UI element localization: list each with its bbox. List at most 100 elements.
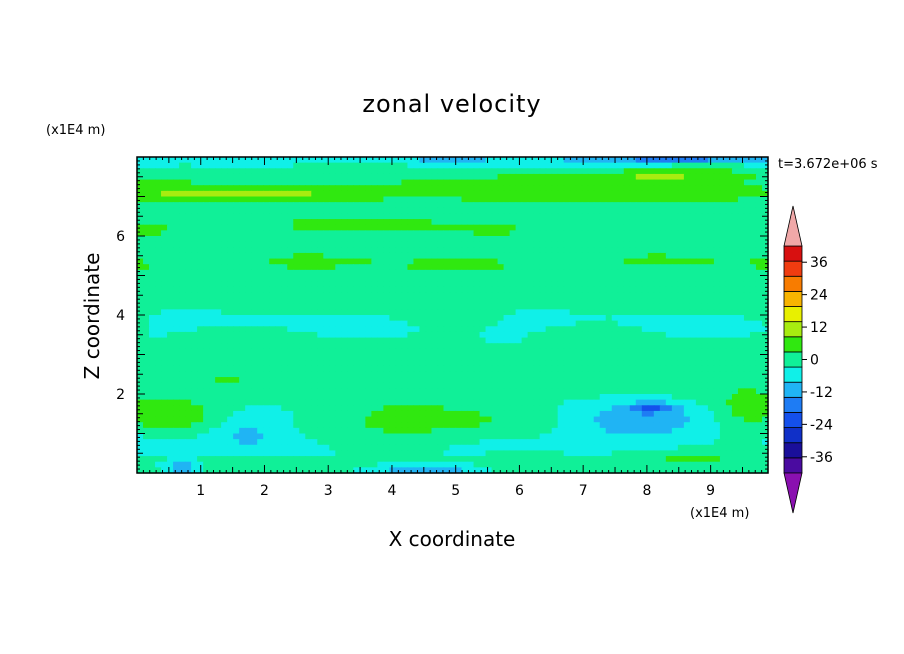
heatmap-cell — [449, 292, 457, 299]
heatmap-cell — [623, 303, 631, 310]
heatmap-cell — [485, 298, 493, 305]
heatmap-cell — [137, 416, 144, 423]
heatmap-cell — [683, 286, 691, 294]
heatmap-cell — [449, 179, 457, 186]
heatmap-cell — [149, 388, 156, 395]
heatmap-cell — [173, 230, 180, 237]
heatmap-cell — [611, 388, 619, 395]
heatmap-cell — [743, 309, 751, 316]
heatmap-cell — [449, 185, 457, 192]
heatmap-cell — [293, 275, 300, 282]
heatmap-cell — [563, 168, 571, 175]
heatmap-cell — [263, 230, 270, 237]
heatmap-cell — [365, 258, 372, 265]
heatmap-cell — [143, 157, 150, 164]
heatmap-cell — [719, 247, 727, 254]
heatmap-cell — [683, 275, 691, 282]
heatmap-cell — [329, 315, 336, 322]
heatmap-cell — [509, 303, 517, 310]
heatmap-cell — [581, 190, 589, 198]
heatmap-cell — [227, 281, 234, 288]
heatmap-cell — [533, 394, 541, 401]
heatmap-cell — [539, 298, 547, 305]
heatmap-cell — [521, 303, 529, 310]
heatmap-cell — [383, 281, 390, 288]
heatmap-cell — [401, 298, 409, 305]
heatmap-cell — [617, 162, 625, 169]
heatmap-cell — [137, 179, 144, 186]
heatmap-cell — [419, 422, 427, 429]
heatmap-cell — [149, 207, 156, 215]
heatmap-cell — [287, 405, 294, 412]
heatmap-cell — [347, 315, 354, 322]
heatmap-cell — [203, 207, 210, 215]
heatmap-cell — [299, 382, 306, 389]
heatmap-cell — [137, 247, 144, 254]
heatmap-cell — [239, 348, 246, 356]
heatmap-cell — [401, 230, 409, 237]
heatmap-cell — [455, 320, 463, 327]
heatmap-cell — [263, 275, 270, 282]
heatmap-cell — [677, 394, 685, 401]
heatmap-cell — [233, 382, 240, 389]
heatmap-cell — [737, 331, 745, 339]
heatmap-cell — [707, 292, 715, 299]
heatmap-cell — [629, 371, 637, 378]
heatmap-cell — [227, 292, 234, 299]
heatmap-cell — [425, 331, 433, 339]
heatmap-cell — [701, 247, 709, 254]
heatmap-cell — [743, 236, 751, 243]
heatmap-cell — [269, 173, 276, 181]
heatmap-cell — [137, 298, 144, 305]
heatmap-cell — [263, 264, 270, 271]
heatmap-cell — [449, 326, 457, 333]
heatmap-cell — [227, 416, 234, 423]
heatmap-cell — [143, 269, 150, 277]
heatmap-cell — [377, 320, 384, 327]
heatmap-cell — [683, 247, 691, 254]
heatmap-cell — [173, 388, 180, 395]
heatmap-cell — [173, 190, 180, 198]
heatmap-cell — [701, 219, 709, 226]
heatmap-cell — [191, 241, 198, 248]
heatmap-cell — [731, 247, 739, 254]
heatmap-cell — [551, 365, 559, 373]
heatmap-cell — [491, 224, 499, 231]
heatmap-cell — [377, 179, 384, 186]
heatmap-cell — [221, 399, 228, 406]
heatmap-cell — [197, 292, 204, 299]
heatmap-cell — [737, 326, 745, 333]
heatmap-cell — [167, 348, 174, 356]
heatmap-cell — [461, 326, 469, 333]
heatmap-cell — [527, 264, 535, 271]
heatmap-cell — [197, 377, 204, 384]
heatmap-cell — [707, 348, 715, 356]
heatmap-cell — [257, 252, 264, 260]
heatmap-cell — [233, 196, 240, 203]
heatmap-cell — [449, 281, 457, 288]
heatmap-cell — [365, 309, 372, 316]
heatmap-cell — [707, 365, 715, 373]
heatmap-cell — [137, 236, 144, 243]
heatmap-cell — [419, 286, 427, 294]
heatmap-cell — [671, 365, 679, 373]
heatmap-cell — [263, 377, 270, 384]
heatmap-cell — [431, 264, 439, 271]
heatmap-cell — [203, 298, 210, 305]
heatmap-cell — [545, 371, 553, 378]
heatmap-cell — [575, 371, 583, 378]
heatmap-cell — [401, 337, 409, 344]
heatmap-cell — [671, 230, 679, 237]
heatmap-cell — [233, 377, 240, 384]
heatmap-cell — [647, 371, 655, 378]
heatmap-cell — [695, 269, 703, 277]
heatmap-cell — [167, 281, 174, 288]
heatmap-cell — [275, 394, 282, 401]
heatmap-cell — [689, 230, 697, 237]
heatmap-cell — [317, 326, 324, 333]
heatmap-cell — [689, 236, 697, 243]
heatmap-cell — [161, 382, 168, 389]
heatmap-cell — [443, 377, 451, 384]
heatmap-cell — [701, 348, 709, 356]
heatmap-cell — [233, 326, 240, 333]
